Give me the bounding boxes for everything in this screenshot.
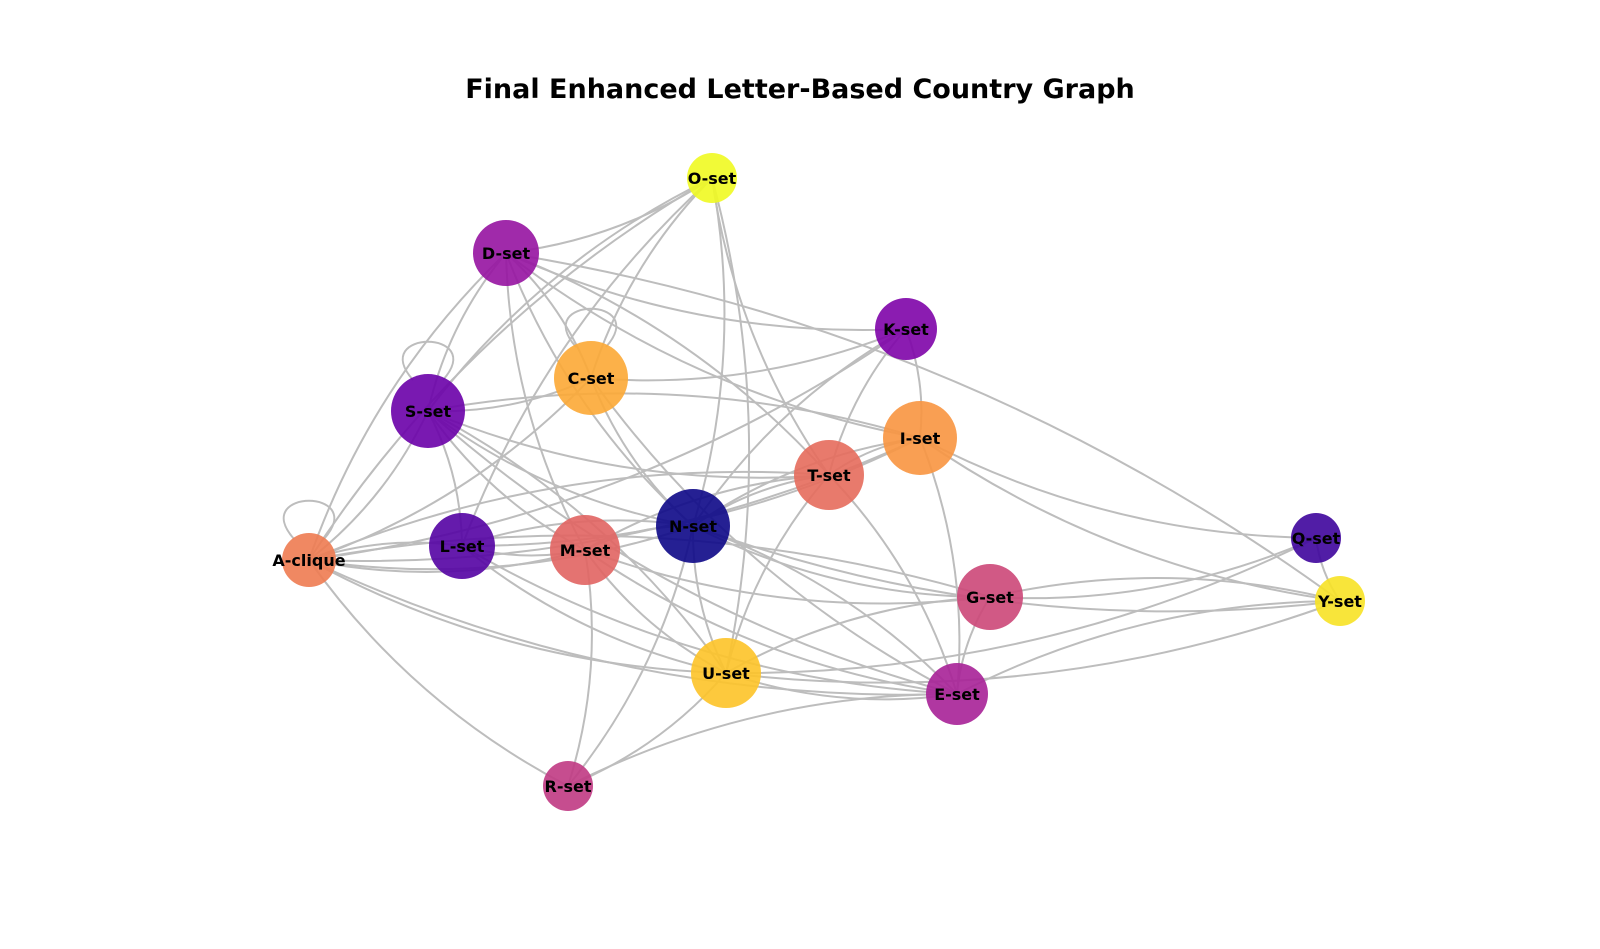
node-circle [794,440,864,510]
edge-G-Y [989,576,1341,602]
node-N: N-set [656,489,730,563]
node-label: E-set [934,685,980,704]
edge-S-I [427,392,921,439]
edge-A-R [308,559,569,787]
edge-D-K [505,252,907,332]
edge-M-E [584,549,958,695]
edge-S-N [427,410,694,527]
edge-G-U [725,596,991,674]
edge-G-Q [989,537,1317,600]
node-D: D-set [473,220,539,286]
edge-O-U [711,177,751,674]
node-label: N-set [669,517,717,536]
edge-D-I [505,252,921,439]
edge-E-Y [956,600,1341,695]
node-S: S-set [391,374,465,448]
node-circle [1315,576,1365,626]
node-label: Q-set [1292,529,1341,548]
node-label: M-set [560,541,611,560]
node-R: R-set [543,761,593,811]
node-label: Y-set [1317,592,1362,611]
node-L: L-set [429,513,495,579]
edge-O-S [427,177,713,412]
node-circle [691,638,761,708]
node-circle [957,564,1023,630]
node-E: E-set [926,663,988,725]
node-label: U-set [702,664,750,683]
edge-A-N [308,525,694,571]
node-circle [687,153,737,203]
edge-N-R [567,525,694,787]
node-circle [282,533,336,587]
node-label: O-set [688,169,737,188]
edge-C-K [590,328,907,382]
node-circle [875,298,937,360]
edge-A-D [308,252,507,561]
node-circle [391,374,465,448]
node-Q: Q-set [1291,513,1341,563]
node-Y: Y-set [1315,576,1365,626]
node-layer: A-clique C-set D-set E-set G-set I-set K-set L-… [272,153,1365,811]
node-I: I-set [883,401,957,475]
node-label: L-set [440,537,485,556]
edge-S-E [427,410,958,695]
edge-S-S [401,340,455,381]
node-label: I-set [900,429,941,448]
edge-A-U [308,559,727,674]
edge-N-E [692,525,958,695]
edge-M-R [567,549,593,787]
node-circle [429,513,495,579]
edge-O-N [692,177,726,527]
node-circle [473,220,539,286]
edge-C-E [590,377,958,695]
node-M: M-set [550,515,620,585]
node-label: D-set [482,244,531,263]
node-label: C-set [568,369,615,388]
edge-U-Q [725,537,1317,675]
edge-L-U [461,545,727,674]
node-A: A-clique [272,533,346,587]
node-G: G-set [957,564,1023,630]
node-circle [550,515,620,585]
edge-A-T [308,470,830,561]
edge-I-Q [919,437,1317,539]
edge-O-L [461,177,713,547]
edge-A-E [308,559,958,696]
node-T: T-set [794,440,864,510]
edge-I-Y [919,437,1341,602]
node-U: U-set [691,638,761,708]
node-label: R-set [545,777,592,796]
node-label: G-set [966,588,1014,607]
node-circle [656,489,730,563]
node-label: A-clique [272,551,345,570]
edge-O-T [711,177,830,476]
edge-M-G [584,549,991,605]
edge-D-Y [505,252,1341,602]
node-circle [543,761,593,811]
edge-A-G [308,534,991,598]
node-C: C-set [554,341,628,415]
node-circle [883,401,957,475]
node-K: K-set [875,298,937,360]
chart-title: Final Enhanced Letter-Based Country Grap… [465,74,1135,105]
node-label: K-set [883,320,929,339]
edge-E-R [567,692,958,787]
node-circle [926,663,988,725]
edge-U-Y [725,600,1341,684]
node-circle [554,341,628,415]
node-circle [1291,513,1341,563]
node-label: S-set [405,402,452,421]
node-O: O-set [687,153,737,203]
edge-N-G [692,525,991,599]
edge-S-T [427,410,830,479]
node-label: T-set [807,466,851,485]
edge-A-O [308,177,713,561]
edge-A-K [308,328,907,561]
